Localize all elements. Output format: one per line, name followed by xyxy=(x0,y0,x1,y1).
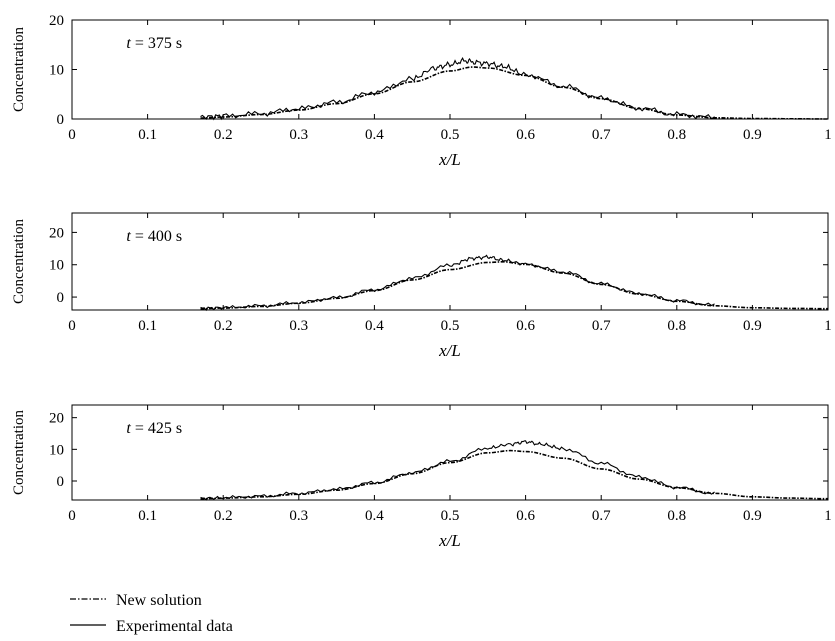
chart-panel-3: 0 0.1 0.2 0.3 0.4 0.5 0.6 0.7 0.8 0.9 101020x/LCon… xyxy=(11,404,832,550)
x-tick-label: 0.9 xyxy=(743,318,762,334)
x-tick-label: 0.3 xyxy=(289,318,308,334)
chart-panel-1: 0 0.1 0.2 0.3 0.4 0.5 0.6 0.7 0.8 0.9 101020x/LCon… xyxy=(11,13,832,169)
series-experimental-data xyxy=(200,57,715,121)
x-axis-label: x/L xyxy=(438,531,461,550)
legend: New solution Experimental data xyxy=(70,592,233,635)
x-tick-label: 0.7 xyxy=(592,508,611,524)
x-tick-label: 0.5 xyxy=(441,508,460,524)
series-new-solution xyxy=(200,449,829,500)
panels: 0 0.1 0.2 0.3 0.4 0.5 0.6 0.7 0.8 0.9 101020x/LCon… xyxy=(11,13,832,550)
x-tick-label: 0.1 xyxy=(138,127,157,143)
x-tick-label: 0 xyxy=(68,127,76,143)
plot-frame xyxy=(71,19,829,120)
x-tick-label: 0.7 xyxy=(592,127,611,143)
x-tick-label: 0.6 xyxy=(516,508,535,524)
y-tick-label: 10 xyxy=(49,258,64,274)
x-tick-label: 0.1 xyxy=(138,318,157,334)
x-axis-label: x/L xyxy=(438,341,461,360)
y-tick-label: 0 xyxy=(57,474,65,490)
legend-label-experimental-data: Experimental data xyxy=(116,618,233,635)
x-tick-label: 0.8 xyxy=(667,508,686,524)
x-tick-label: 0.8 xyxy=(667,127,686,143)
x-tick-label: 0.2 xyxy=(214,127,233,143)
y-axis-label: Concentration xyxy=(11,27,27,112)
x-tick-label: 0.5 xyxy=(441,127,460,143)
x-tick-label: 0.2 xyxy=(214,318,233,334)
series-new-solution xyxy=(200,66,828,120)
x-tick-label: 0.6 xyxy=(516,127,535,143)
time-annotation: t = 400 s xyxy=(126,228,182,245)
x-tick-label: 0 xyxy=(68,508,76,524)
y-tick-label: 20 xyxy=(49,13,64,29)
x-tick-label: 0 xyxy=(68,318,76,334)
x-tick-label: 0.9 xyxy=(743,127,762,143)
series-new-solution xyxy=(200,261,829,310)
x-tick-label: 0.9 xyxy=(743,508,762,524)
y-axis-label: Concentration xyxy=(11,410,27,495)
x-tick-label: 0.1 xyxy=(138,508,157,524)
x-tick-label: 0.4 xyxy=(365,127,384,143)
x-tick-label: 1 xyxy=(824,508,832,524)
series-experimental-data xyxy=(200,254,715,312)
y-tick-label: 10 xyxy=(49,63,64,79)
x-tick-label: 0.4 xyxy=(365,318,384,334)
plot-frame xyxy=(71,212,829,311)
x-tick-label: 0.7 xyxy=(592,318,611,334)
chart-panel-2: 0 0.1 0.2 0.3 0.4 0.5 0.6 0.7 0.8 0.9 101020x/LCon… xyxy=(11,212,832,360)
x-tick-label: 0.3 xyxy=(289,127,308,143)
series-experimental-data xyxy=(200,440,715,501)
x-axis-label: x/L xyxy=(438,150,461,169)
y-tick-label: 20 xyxy=(49,411,64,427)
time-annotation: t = 425 s xyxy=(126,420,182,437)
y-tick-label: 20 xyxy=(49,225,64,241)
time-annotation: t = 375 s xyxy=(126,35,182,52)
y-axis-label: Concentration xyxy=(11,219,27,304)
x-tick-label: 0.5 xyxy=(441,318,460,334)
x-tick-label: 0.4 xyxy=(365,508,384,524)
x-tick-label: 1 xyxy=(824,127,832,143)
plot-frame xyxy=(71,404,829,501)
y-tick-label: 0 xyxy=(57,290,65,306)
x-tick-label: 1 xyxy=(824,318,832,334)
x-tick-label: 0.3 xyxy=(289,508,308,524)
x-tick-label: 0.2 xyxy=(214,508,233,524)
y-tick-label: 0 xyxy=(57,112,65,128)
x-tick-label: 0.6 xyxy=(516,318,535,334)
y-tick-label: 10 xyxy=(49,442,64,458)
x-tick-label: 0.8 xyxy=(667,318,686,334)
legend-label-new-solution: New solution xyxy=(116,592,202,609)
